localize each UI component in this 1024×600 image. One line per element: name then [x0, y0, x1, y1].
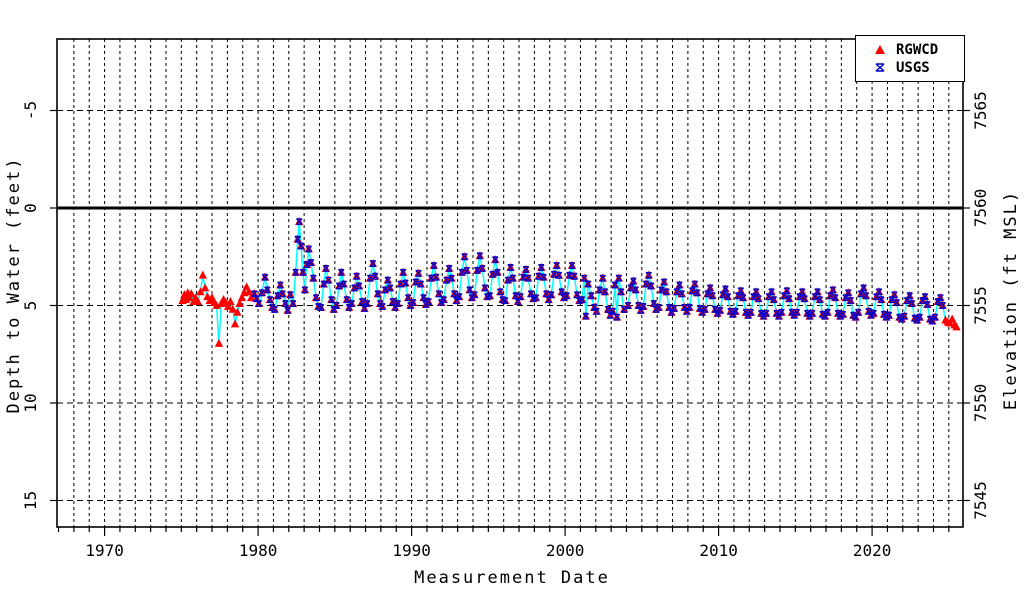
series-markers-usgs: [250, 218, 946, 325]
svg-text:15: 15: [21, 491, 40, 510]
legend-label-usgs: USGS: [896, 59, 930, 76]
svg-text:0: 0: [21, 203, 40, 213]
svg-text:-5: -5: [21, 101, 40, 120]
svg-text:7545: 7545: [971, 481, 990, 520]
y-axis-right-ticks: [963, 109, 970, 502]
y-axis-left-labels: -5 0 5 10 15: [21, 101, 40, 510]
y-axis-left-ticks: [50, 109, 57, 502]
legend-label-rgwcd: RGWCD: [896, 41, 939, 58]
svg-text:1980: 1980: [239, 541, 278, 560]
grid-horizontal-depth-lines: [57, 110, 963, 501]
svg-text:1990: 1990: [392, 541, 431, 560]
svg-text:1970: 1970: [85, 541, 124, 560]
svg-text:5: 5: [21, 301, 40, 311]
legend: RGWCD USGS: [855, 35, 965, 82]
usgs-xbar-icon: [875, 63, 885, 72]
y-axis-title-left: Depth to Water (feet): [4, 156, 24, 414]
plot-border: [56, 38, 964, 528]
svg-text:2020: 2020: [853, 541, 892, 560]
rgwcd-triangle-icon: [875, 45, 885, 54]
svg-text:7550: 7550: [971, 384, 990, 423]
svg-text:2000: 2000: [546, 541, 585, 560]
x-axis-tick-labels: 1970 1980 1990 2000 2010 2020: [85, 541, 891, 560]
svg-text:10: 10: [21, 393, 40, 412]
svg-text:7555: 7555: [971, 286, 990, 325]
svg-text:7565: 7565: [971, 91, 990, 130]
x-axis-ticks: [57, 527, 950, 536]
x-axis-title: Measurement Date: [414, 568, 610, 588]
y-axis-right-labels: 7565 7560 7555 7550 7545: [971, 91, 990, 520]
svg-text:2010: 2010: [699, 541, 738, 560]
legend-row-usgs: USGS: [874, 60, 964, 76]
svg-text:7560: 7560: [971, 189, 990, 228]
legend-row-rgwcd: RGWCD: [874, 42, 964, 58]
y-axis-title-right: Elevation (ft MSL): [1001, 189, 1021, 411]
